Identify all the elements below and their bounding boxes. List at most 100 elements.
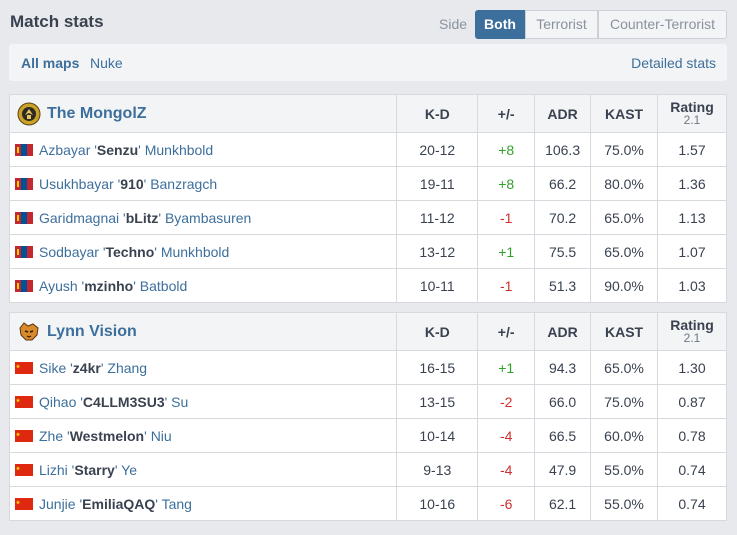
rating-cell: 1.07 <box>657 234 727 269</box>
player-cell[interactable]: Sodbayar 'Techno' Munkhbold <box>8 234 398 269</box>
adr-cell: 47.9 <box>534 452 592 487</box>
player-last-name[interactable]: Munkhbold <box>160 243 230 260</box>
rating-cell: 1.36 <box>657 166 727 201</box>
player-first-name[interactable]: Sike <box>39 359 67 376</box>
player-last-name[interactable]: Banzragch <box>150 175 218 192</box>
player-first-name[interactable]: Qihao <box>39 393 77 410</box>
team-name-cell: Lynn Vision <box>8 312 398 351</box>
team-name[interactable]: The MongolZ <box>47 104 147 122</box>
plus-minus-cell: -1 <box>477 268 536 303</box>
quote-close: ' <box>114 461 122 478</box>
player-nickname[interactable]: C4LLM3SU3 <box>82 393 165 410</box>
player-cell[interactable]: Sike 'z4kr' Zhang <box>8 350 398 385</box>
mongolia-flag-icon <box>15 177 33 190</box>
player-last-name[interactable]: Ye <box>121 461 137 478</box>
player-cell[interactable]: Junjie 'EmiliaQAQ' Tang <box>8 486 398 521</box>
kast-cell: 65.0% <box>590 350 658 385</box>
col-pm-header: +/- <box>477 312 536 351</box>
kd-cell: 10-16 <box>396 486 479 521</box>
player-cell[interactable]: Garidmagnai 'bLitz' Byambasuren <box>8 200 398 235</box>
adr-cell: 66.5 <box>534 418 592 453</box>
player-first-name[interactable]: Lizhi <box>39 461 68 478</box>
quote-open: ' <box>90 141 97 158</box>
mongolz-logo-icon <box>17 102 41 126</box>
side-both-button[interactable]: Both <box>475 10 525 39</box>
player-nickname[interactable]: mzinho <box>84 277 134 294</box>
kast-cell: 65.0% <box>590 234 659 269</box>
rating-cell: 1.13 <box>657 200 727 235</box>
kast-cell: 75.0% <box>590 384 658 419</box>
player-first-name[interactable]: Azbayar <box>39 141 91 158</box>
player-last-name[interactable]: Su <box>171 393 189 410</box>
col-rating-header: Rating 2.1 <box>657 94 727 133</box>
plus-minus-cell: +1 <box>477 234 536 269</box>
quote-open: ' <box>77 277 85 294</box>
rating-cell: 0.74 <box>657 486 727 521</box>
detailed-stats-link[interactable]: Detailed stats <box>631 55 716 71</box>
quote-open: ' <box>63 427 70 444</box>
all-maps-link[interactable]: All maps <box>21 55 80 71</box>
player-nickname[interactable]: bLitz <box>125 209 159 226</box>
map-nuke-link[interactable]: Nuke <box>90 55 123 71</box>
col-adr-header: ADR <box>534 94 592 133</box>
quote-open: ' <box>119 209 126 226</box>
player-cell[interactable]: Zhe 'Westmelon' Niu <box>8 418 398 453</box>
player-nickname[interactable]: EmiliaQAQ <box>82 495 156 512</box>
rating-cell: 1.57 <box>657 132 727 167</box>
adr-cell: 51.3 <box>534 268 592 303</box>
player-row: Garidmagnai 'bLitz' Byambasuren 11-12 -1 70… <box>8 200 727 235</box>
player-row: Qihao 'C4LLM3SU3' Su 13-15 -2 66.0 75.0% 0.87 <box>8 384 727 419</box>
kast-cell: 75.0% <box>590 132 659 167</box>
kd-cell: 13-12 <box>396 234 479 269</box>
quote-close: ' <box>144 427 151 444</box>
player-last-name[interactable]: Munkhbold <box>144 141 214 158</box>
rating-label: Rating <box>670 316 714 333</box>
player-last-name[interactable]: Byambasuren <box>164 209 252 226</box>
player-first-name[interactable]: Sodbayar <box>39 243 99 260</box>
rating-cell: 0.78 <box>657 418 727 453</box>
side-label: Side <box>439 16 468 32</box>
player-nickname[interactable]: Starry <box>74 461 115 478</box>
kast-cell: 90.0% <box>590 268 659 303</box>
kast-cell: 60.0% <box>590 418 658 453</box>
player-cell[interactable]: Qihao 'C4LLM3SU3' Su <box>8 384 398 419</box>
player-cell[interactable]: Azbayar 'Senzu' Munkhbold <box>8 132 398 167</box>
player-nickname[interactable]: Westmelon <box>69 427 145 444</box>
player-first-name[interactable]: Garidmagnai <box>39 209 120 226</box>
player-last-name[interactable]: Batbold <box>139 277 188 294</box>
player-cell[interactable]: Lizhi 'Starry' Ye <box>8 452 398 487</box>
player-row: Ayush 'mzinho' Batbold 10-11 -1 51.3 90.0% 1.… <box>8 268 727 303</box>
kast-cell: 80.0% <box>590 166 659 201</box>
player-last-name[interactable]: Niu <box>150 427 172 444</box>
player-last-name[interactable]: Zhang <box>107 359 148 376</box>
player-first-name[interactable]: Usukhbayar <box>39 175 114 192</box>
plus-minus-cell: +8 <box>477 132 536 167</box>
quote-open: ' <box>66 359 73 376</box>
kast-cell: 55.0% <box>590 452 658 487</box>
side-counter-terrorist-button[interactable]: Counter-Terrorist <box>598 10 727 39</box>
col-kast-header: KAST <box>590 312 658 351</box>
player-first-name[interactable]: Ayush <box>39 277 78 294</box>
kd-cell: 9-13 <box>396 452 479 487</box>
player-row: Zhe 'Westmelon' Niu 10-14 -4 66.5 60.0% 0.78 <box>8 418 727 453</box>
player-cell[interactable]: Ayush 'mzinho' Batbold <box>8 268 398 303</box>
player-row: Sodbayar 'Techno' Munkhbold 13-12 +1 75.5 65… <box>8 234 727 269</box>
team-name[interactable]: Lynn Vision <box>47 322 137 340</box>
col-pm-header: +/- <box>477 94 536 133</box>
player-nickname[interactable]: z4kr <box>72 359 101 376</box>
china-flag-icon <box>15 497 33 510</box>
player-nickname[interactable]: Techno <box>105 243 155 260</box>
kd-cell: 10-14 <box>396 418 479 453</box>
lynn-vision-logo-icon <box>17 320 41 344</box>
player-first-name[interactable]: Junjie <box>39 495 76 512</box>
player-first-name[interactable]: Zhe <box>39 427 64 444</box>
rating-cell: 1.30 <box>657 350 727 385</box>
side-terrorist-button[interactable]: Terrorist <box>525 10 598 39</box>
kd-cell: 20-12 <box>396 132 479 167</box>
player-last-name[interactable]: Tang <box>161 495 192 512</box>
player-nickname[interactable]: 910 <box>120 175 144 192</box>
kd-cell: 11-12 <box>396 200 479 235</box>
player-nickname[interactable]: Senzu <box>96 141 139 158</box>
team-table-mongolz: The MongolZ K-D +/- ADR KAST Rating 2.1 … <box>8 94 727 303</box>
player-cell[interactable]: Usukhbayar '910' Banzragch <box>8 166 398 201</box>
